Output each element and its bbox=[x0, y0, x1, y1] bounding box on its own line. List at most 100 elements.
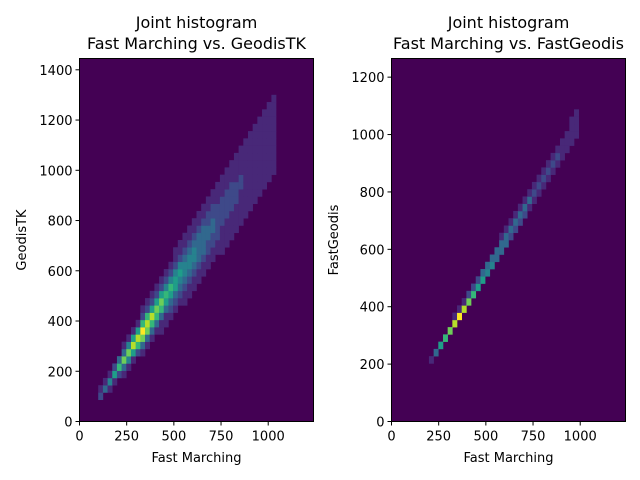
histogram-cell bbox=[243, 160, 249, 168]
y-tick-label: 400 bbox=[48, 315, 73, 330]
histogram-cell bbox=[145, 312, 150, 321]
histogram-cell bbox=[266, 167, 272, 175]
histogram-cell bbox=[494, 254, 500, 263]
histogram-cell bbox=[154, 312, 160, 321]
histogram-cell bbox=[233, 174, 239, 183]
histogram-cell bbox=[205, 247, 211, 255]
histogram-cell bbox=[247, 152, 253, 161]
histogram-cell bbox=[247, 160, 253, 168]
histogram-cell bbox=[252, 189, 258, 197]
histogram-cell bbox=[517, 203, 523, 212]
y-tick-label: 800 bbox=[48, 215, 73, 230]
histogram-cell bbox=[140, 327, 146, 335]
histogram-cell bbox=[205, 254, 211, 263]
x-tick-label: 1000 bbox=[252, 430, 285, 445]
histogram-cell bbox=[229, 181, 235, 190]
y-tick-label: 0 bbox=[376, 416, 384, 431]
histogram-cell bbox=[163, 298, 169, 306]
histogram-cell bbox=[135, 319, 141, 328]
subplot-fastgeodis: Joint histogram Fast Marching vs. FastGe… bbox=[327, 13, 626, 466]
histogram-cell bbox=[522, 203, 528, 212]
histogram-cell bbox=[196, 210, 202, 219]
histogram-cell bbox=[168, 269, 174, 277]
histogram-cell bbox=[550, 167, 556, 175]
histogram-cell bbox=[266, 109, 272, 117]
histogram-cell bbox=[177, 290, 183, 299]
histogram-cell bbox=[266, 102, 272, 110]
histogram-cell bbox=[499, 240, 505, 248]
histogram-cell bbox=[173, 247, 179, 255]
histogram-cell bbox=[527, 203, 533, 212]
histogram-cell bbox=[191, 261, 197, 270]
histogram-cell bbox=[522, 210, 528, 219]
histogram-cell bbox=[173, 283, 179, 292]
histogram-cell bbox=[215, 225, 221, 234]
y-tick-label: 200 bbox=[360, 358, 385, 373]
x-axis-label: Fast Marching bbox=[464, 451, 554, 466]
histogram-cell bbox=[224, 189, 230, 197]
histogram-cell bbox=[480, 276, 486, 284]
histogram-cell bbox=[154, 283, 160, 292]
histogram-cell bbox=[262, 152, 267, 161]
histogram-cell bbox=[121, 370, 127, 379]
histogram-cell bbox=[126, 356, 132, 364]
histogram-cell bbox=[219, 232, 225, 241]
histogram-cell bbox=[257, 174, 263, 183]
histogram-cell bbox=[531, 196, 537, 204]
histogram-cell bbox=[266, 145, 272, 154]
histogram-cell bbox=[205, 232, 211, 241]
y-tick-label: 800 bbox=[360, 186, 385, 201]
histogram-cell bbox=[513, 225, 519, 234]
histogram-cell bbox=[210, 240, 216, 248]
histogram-cell bbox=[252, 167, 258, 175]
histogram-cell bbox=[121, 341, 127, 350]
histogram-cell bbox=[257, 189, 263, 197]
histogram-cell bbox=[121, 356, 127, 364]
histogram-cell bbox=[159, 283, 165, 292]
histogram-cell bbox=[252, 152, 258, 161]
histogram-cell bbox=[499, 232, 505, 241]
histogram-cell bbox=[503, 240, 509, 248]
histogram-cell bbox=[545, 167, 551, 175]
histogram-cell bbox=[475, 276, 481, 284]
histogram-cell bbox=[177, 254, 183, 263]
histogram-cell bbox=[559, 145, 565, 154]
histogram-cell bbox=[191, 269, 197, 277]
histogram-cell bbox=[210, 189, 216, 197]
histogram-cell bbox=[489, 254, 495, 263]
histogram-cell bbox=[173, 254, 179, 263]
histogram-cell bbox=[536, 189, 542, 197]
histogram-cell bbox=[219, 218, 225, 226]
histogram-cell bbox=[182, 269, 188, 277]
histogram-cell bbox=[527, 189, 533, 197]
histogram-cell bbox=[262, 116, 267, 125]
histogram-cell bbox=[564, 145, 570, 154]
histogram-cell bbox=[452, 319, 458, 328]
histogram-cell bbox=[201, 232, 207, 241]
histogram-cell bbox=[201, 203, 207, 212]
histogram-cell bbox=[210, 218, 216, 226]
histogram-cell bbox=[271, 152, 277, 161]
histogram-cell bbox=[550, 152, 556, 161]
histogram-cell bbox=[247, 145, 253, 154]
histogram-cell bbox=[257, 160, 263, 168]
histogram-cell bbox=[135, 341, 141, 350]
histogram-cell bbox=[159, 276, 165, 284]
histogram-cell bbox=[177, 276, 183, 284]
histogram-cell bbox=[522, 196, 528, 204]
histogram-cell bbox=[531, 181, 537, 190]
histogram-cell bbox=[527, 196, 533, 204]
histogram-cell bbox=[503, 232, 509, 241]
histogram-cell bbox=[145, 334, 150, 342]
histogram-cell bbox=[271, 131, 277, 139]
histogram-cell bbox=[233, 167, 239, 175]
histogram-cell bbox=[145, 327, 150, 335]
histogram-cell bbox=[168, 305, 174, 313]
x-axis-label: Fast Marching bbox=[152, 451, 242, 466]
histogram-cell bbox=[233, 218, 239, 226]
histogram-cell bbox=[243, 203, 249, 212]
histogram-cell bbox=[569, 131, 575, 139]
histogram-cell bbox=[438, 341, 444, 350]
histogram-cell bbox=[508, 232, 514, 241]
